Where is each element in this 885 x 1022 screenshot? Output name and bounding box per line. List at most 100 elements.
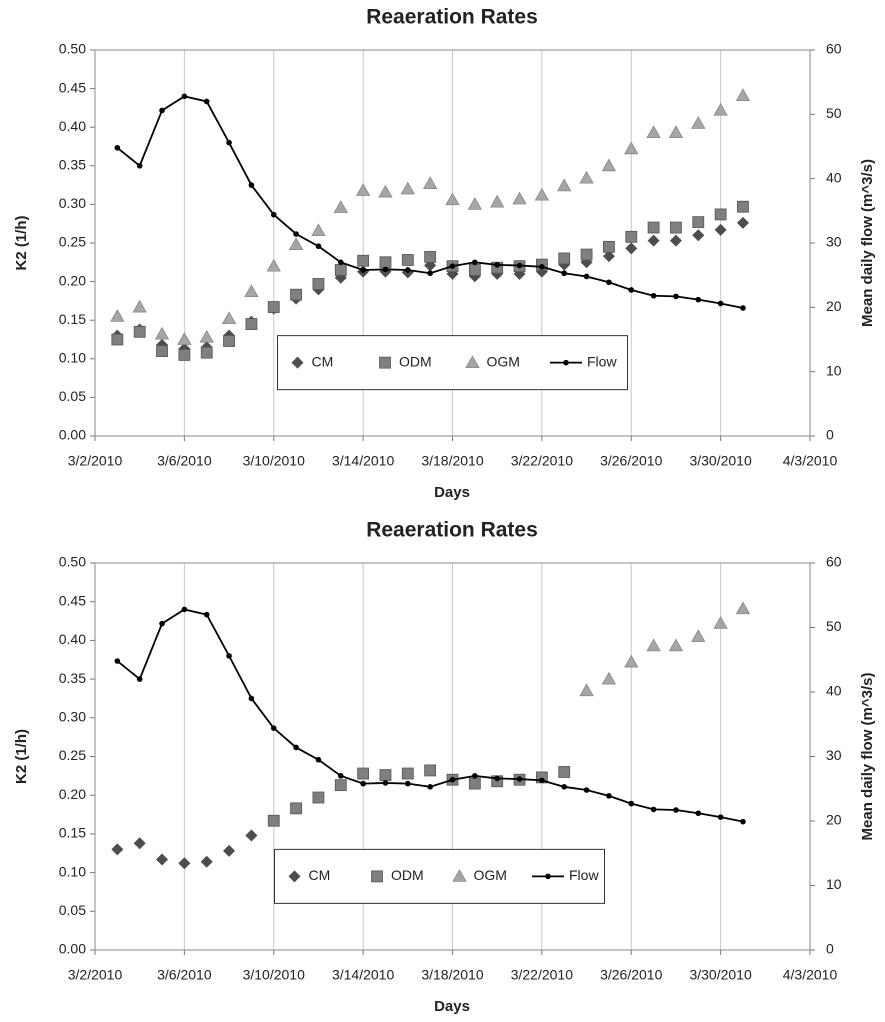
x-axis-title: Days bbox=[434, 484, 470, 501]
x-tick-label: 3/22/2010 bbox=[511, 453, 573, 469]
marker-ogm bbox=[355, 183, 371, 196]
marker-odm bbox=[603, 240, 615, 253]
marker-odm bbox=[312, 278, 325, 290]
marker-odm bbox=[371, 870, 383, 883]
y2-tick-label: 30 bbox=[826, 234, 842, 250]
marker-ogm bbox=[333, 200, 348, 213]
marker-cm bbox=[625, 242, 638, 255]
marker-ogm bbox=[557, 178, 572, 192]
marker-odm bbox=[401, 254, 414, 266]
marker-flow bbox=[337, 259, 344, 266]
y-tick-label: 0.00 bbox=[59, 427, 86, 443]
marker-flow bbox=[315, 243, 322, 250]
x-tick-label: 3/30/2010 bbox=[689, 967, 751, 983]
marker-cm bbox=[647, 234, 660, 247]
marker-flow bbox=[382, 266, 389, 273]
flow-line bbox=[116, 608, 744, 823]
marker-cm bbox=[111, 843, 124, 856]
plot-frame bbox=[94, 562, 811, 951]
marker-cm bbox=[200, 855, 213, 868]
y-tick-label: 0.35 bbox=[59, 670, 86, 686]
marker-odm bbox=[647, 221, 660, 234]
y-tick-label: 0.05 bbox=[59, 902, 86, 918]
plot-frame bbox=[94, 49, 811, 437]
y2-tick-label: 0 bbox=[826, 427, 834, 443]
marker-flow bbox=[360, 780, 366, 787]
marker-ogm bbox=[579, 683, 594, 697]
marker-flow bbox=[673, 293, 679, 300]
marker-ogm bbox=[579, 170, 594, 184]
marker-flow bbox=[516, 776, 523, 782]
marker-flow bbox=[563, 359, 569, 366]
marker-flow bbox=[181, 606, 188, 613]
marker-flow bbox=[472, 259, 478, 266]
legend-label: OGM bbox=[487, 353, 520, 369]
marker-flow bbox=[472, 773, 478, 779]
marker-cm bbox=[156, 853, 169, 866]
marker-flow bbox=[337, 773, 344, 779]
marker-ogm bbox=[221, 311, 237, 325]
marker-flow bbox=[583, 273, 590, 280]
marker-flow bbox=[159, 107, 165, 114]
marker-flow bbox=[740, 305, 746, 311]
marker-ogm bbox=[266, 258, 281, 272]
marker-odm bbox=[468, 264, 481, 276]
y-tick-label: 0.50 bbox=[59, 41, 86, 57]
chart: Reaeration Rates Days K2 (1/h) Mean daily f… bbox=[13, 6, 876, 501]
marker-odm bbox=[737, 200, 749, 213]
marker-odm bbox=[357, 254, 370, 267]
flow-line bbox=[116, 95, 744, 309]
y2-tick-label: 40 bbox=[826, 683, 842, 699]
marker-cm bbox=[602, 250, 615, 263]
marker-odm bbox=[714, 208, 727, 221]
marker-flow bbox=[315, 756, 322, 763]
marker-cm bbox=[245, 829, 258, 842]
y-tick-label: 0.05 bbox=[59, 388, 86, 404]
x-tick-label: 3/2/2010 bbox=[68, 453, 123, 469]
marker-ogm bbox=[691, 629, 706, 642]
marker-ogm bbox=[691, 116, 706, 129]
y2-tick-label: 20 bbox=[826, 812, 842, 828]
marker-odm bbox=[312, 791, 325, 804]
marker-odm bbox=[558, 766, 571, 778]
marker-flow bbox=[516, 262, 523, 269]
marker-odm bbox=[334, 779, 347, 792]
x-tick-label: 3/26/2010 bbox=[600, 967, 662, 983]
marker-flow bbox=[114, 658, 121, 664]
marker-odm bbox=[424, 764, 437, 777]
marker-flow bbox=[405, 267, 411, 273]
marker-flow bbox=[248, 695, 255, 702]
y-axis-title: K2 (1/h) bbox=[13, 215, 30, 270]
y2-tick-label: 20 bbox=[826, 298, 842, 314]
marker-flow bbox=[494, 775, 500, 782]
marker-ogm bbox=[713, 102, 728, 116]
marker-odm bbox=[290, 288, 302, 301]
y2-tick-label: 30 bbox=[826, 747, 842, 763]
marker-ogm bbox=[110, 309, 125, 322]
marker-flow bbox=[545, 873, 551, 880]
marker-flow bbox=[181, 93, 188, 100]
marker-flow bbox=[740, 818, 746, 825]
y-tick-label: 0.35 bbox=[59, 157, 86, 173]
y2-tick-label: 50 bbox=[826, 105, 842, 121]
marker-ogm bbox=[244, 284, 259, 298]
y-tick-label: 0.40 bbox=[59, 631, 86, 647]
marker-flow bbox=[650, 806, 657, 813]
marker-ogm bbox=[624, 654, 639, 668]
marker-flow bbox=[695, 296, 702, 303]
marker-odm bbox=[223, 335, 235, 347]
marker-flow bbox=[494, 262, 500, 268]
marker-odm bbox=[580, 248, 593, 261]
y-axis-title: K2 (1/h) bbox=[13, 729, 30, 784]
legend-label: Flow bbox=[569, 867, 599, 883]
marker-flow bbox=[449, 776, 456, 783]
marker-flow bbox=[293, 744, 299, 751]
marker-flow bbox=[695, 810, 702, 817]
marker-flow bbox=[248, 182, 255, 188]
marker-ogm bbox=[735, 601, 751, 615]
marker-odm bbox=[133, 325, 146, 338]
marker-odm bbox=[334, 264, 347, 276]
legend-label: ODM bbox=[391, 867, 424, 883]
marker-odm bbox=[625, 230, 638, 243]
y2-tick-label: 60 bbox=[826, 554, 842, 570]
